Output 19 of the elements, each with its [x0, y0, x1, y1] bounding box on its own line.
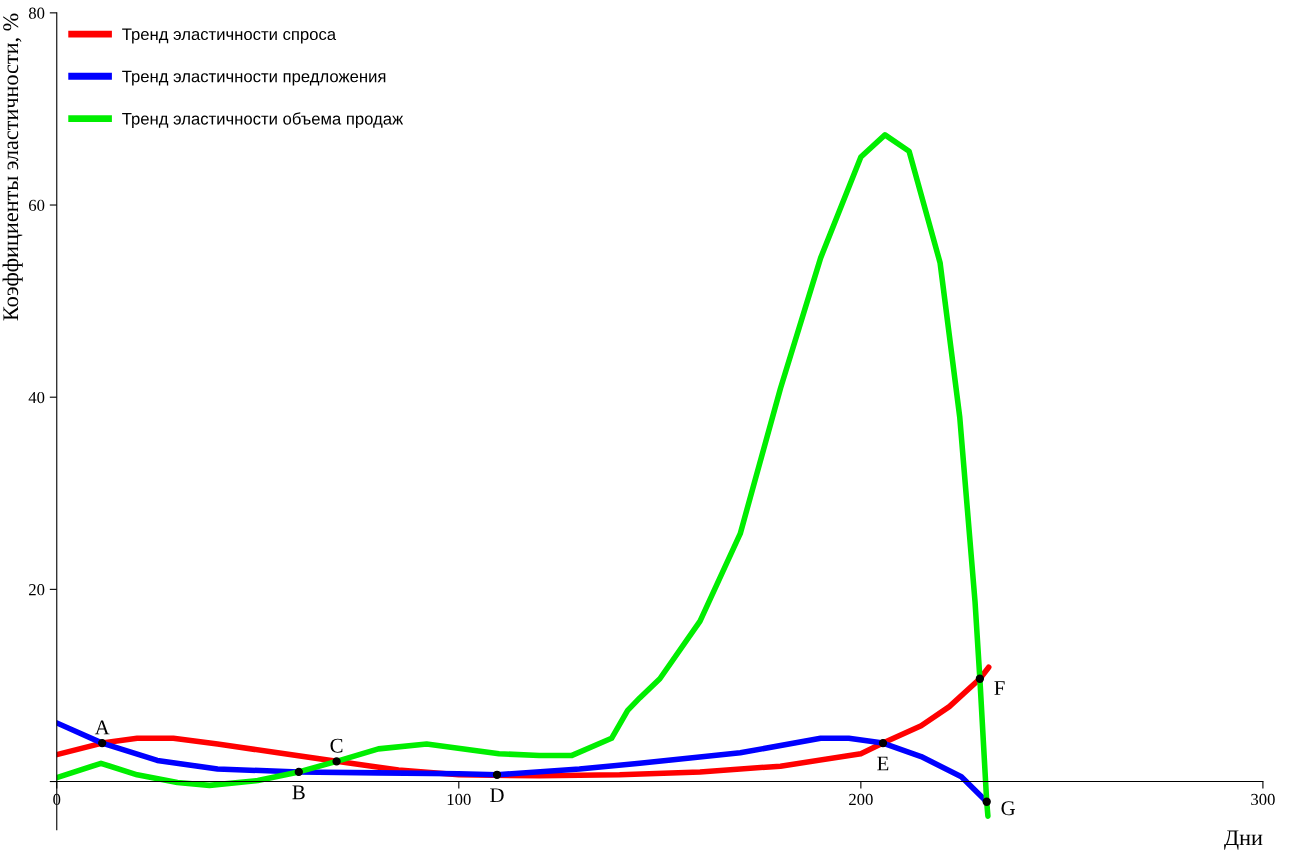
annotation: D: [490, 788, 504, 803]
x-tick-label: 200: [849, 793, 873, 806]
annotation: F: [994, 681, 1005, 695]
y-tick-label: 80: [28, 7, 45, 19]
y-tick-label: 40: [28, 391, 45, 404]
legend-label: Тренд эластичности объема продаж: [122, 112, 404, 128]
annotation: A: [94, 720, 110, 735]
annotation: B: [292, 785, 305, 800]
y-tick-label: 60: [29, 199, 45, 211]
annotation: C: [330, 738, 343, 753]
x-axis-title: Дни: [1224, 830, 1263, 850]
y-axis-title: Коэффициенты эластичности, %: [2, 13, 23, 321]
annotation: E: [877, 756, 889, 771]
legend-label: Тренд эластичности предложения: [122, 70, 386, 86]
x-tick-label: 100: [447, 793, 471, 806]
annotation: G: [1001, 801, 1015, 816]
x-tick-label: 300: [1251, 793, 1275, 806]
legend-label: Тренд эластичности спроса: [122, 28, 337, 44]
y-tick-label: 20: [29, 584, 45, 596]
